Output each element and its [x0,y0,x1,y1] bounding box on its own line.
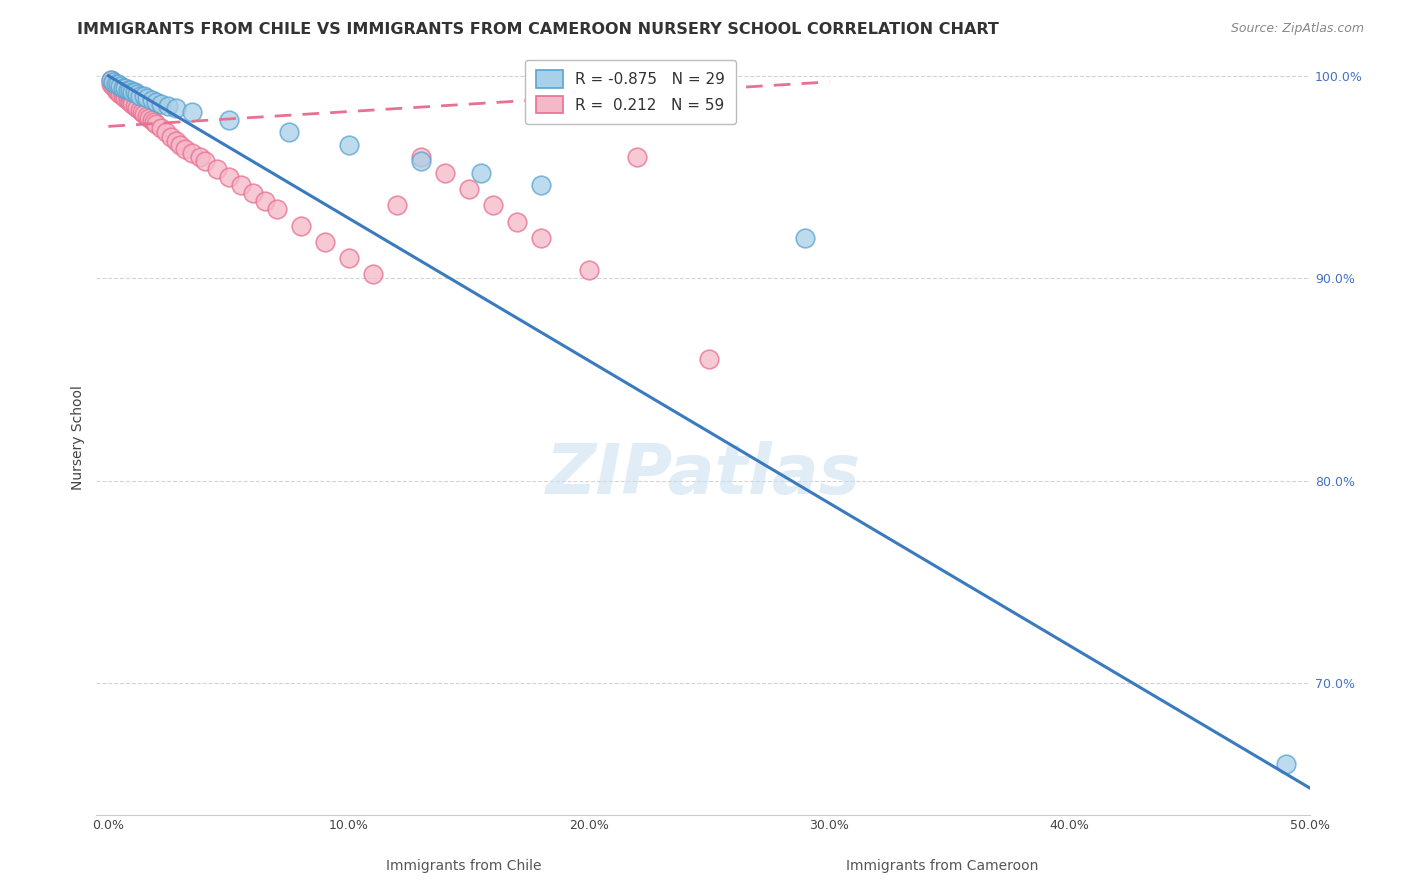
Point [114,91,136,105]
Point [128,89,150,103]
Point [188,150,211,164]
Point [361,267,384,281]
Point [266,202,288,217]
Point [135,109,157,123]
Point [110,78,132,93]
Point [131,105,153,120]
Point [578,263,600,277]
Point [114,81,136,95]
Text: Immigrants from Chile: Immigrants from Chile [387,859,541,872]
Point [218,169,240,184]
Point [470,166,492,180]
Point [794,230,817,244]
Point [193,153,215,168]
Point [117,93,139,107]
Point [121,97,143,112]
Point [290,219,312,233]
Point [482,198,505,212]
Point [253,194,276,209]
Point [124,99,146,113]
Point [277,126,299,140]
Point [110,83,132,97]
Point [169,137,191,152]
Point [409,150,432,164]
Point [218,113,240,128]
Point [205,161,228,176]
Point [143,115,166,129]
Legend: R = -0.875   N = 29, R =  0.212   N = 59: R = -0.875 N = 29, R = 0.212 N = 59 [524,60,735,124]
Point [626,150,648,164]
Point [433,166,456,180]
Point [117,89,139,103]
Point [157,99,180,113]
Point [506,214,529,228]
Point [127,87,149,101]
Point [100,73,122,87]
Point [229,178,252,192]
Text: Source: ZipAtlas.com: Source: ZipAtlas.com [1230,22,1364,36]
Point [117,83,139,97]
Point [118,83,141,97]
Point [104,77,127,91]
Point [150,121,173,136]
Point [101,75,124,89]
Point [337,137,360,152]
Point [107,85,129,99]
Point [104,78,127,93]
Point [135,91,157,105]
Point [121,85,143,99]
Text: Immigrants from Cameroon: Immigrants from Cameroon [846,859,1038,872]
Point [111,89,134,103]
Point [100,77,122,91]
Point [181,145,204,160]
Point [155,126,177,140]
Point [101,78,124,93]
Point [174,142,197,156]
Point [134,89,156,103]
Point [128,103,150,118]
Point [697,352,720,367]
Point [165,101,187,115]
Point [107,81,129,95]
Point [530,178,553,192]
Point [385,198,408,212]
Point [111,81,134,95]
Point [100,73,122,87]
Point [111,85,134,99]
Point [141,113,163,128]
Point [118,91,141,105]
Point [409,153,432,168]
Y-axis label: Nursery School: Nursery School [72,384,86,490]
Point [314,235,336,249]
Point [181,105,204,120]
Point [530,230,553,244]
Point [121,93,143,107]
Point [114,87,136,101]
Point [145,117,167,131]
Point [165,134,187,148]
Point [138,112,160,126]
Point [160,129,183,144]
Point [141,93,163,107]
Point [101,75,124,89]
Point [104,83,127,97]
Point [1275,756,1298,771]
Point [127,101,149,115]
Point [145,95,167,109]
Point [134,107,156,121]
Point [124,85,146,99]
Point [242,186,264,201]
Point [458,182,481,196]
Point [150,97,173,112]
Point [110,87,132,101]
Point [337,251,360,265]
Text: IMMIGRANTS FROM CHILE VS IMMIGRANTS FROM CAMEROON NURSERY SCHOOL CORRELATION CHA: IMMIGRANTS FROM CHILE VS IMMIGRANTS FROM… [77,22,1000,37]
Text: ZIPatlas: ZIPatlas [546,442,860,508]
Point [107,77,129,91]
Point [118,95,141,109]
